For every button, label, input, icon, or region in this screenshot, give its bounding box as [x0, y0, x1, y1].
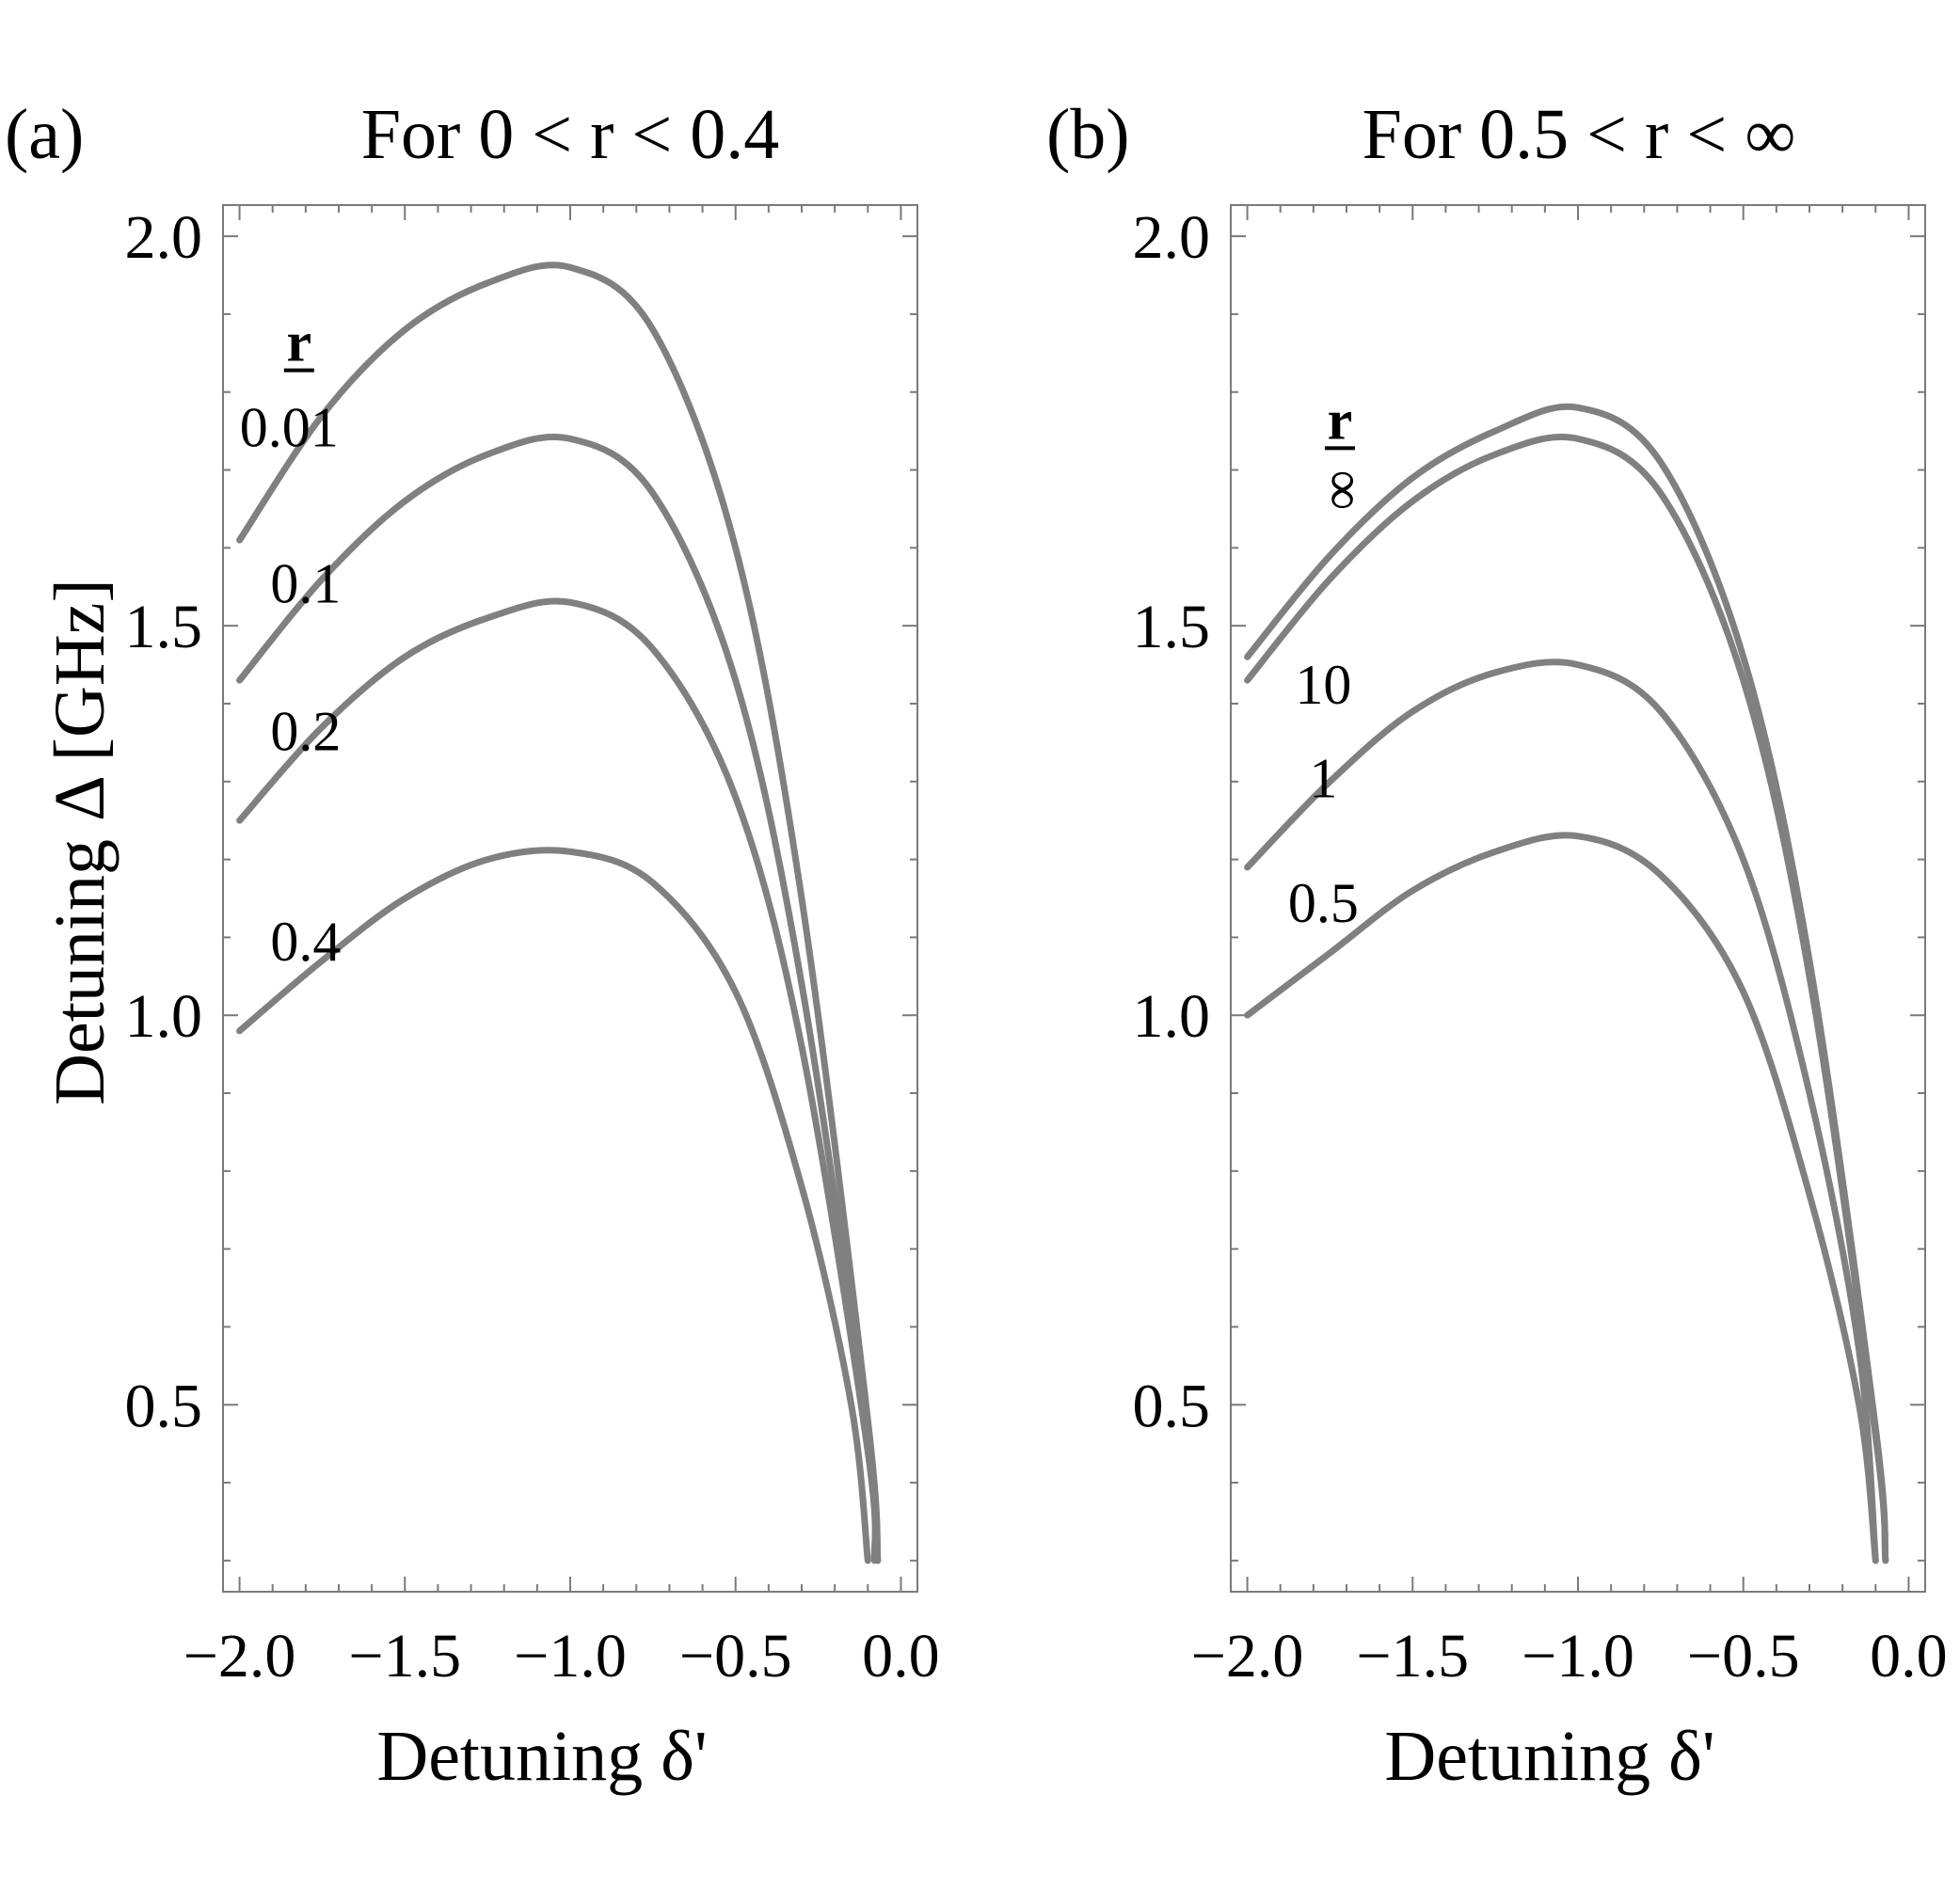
- curve-label: 0.4: [270, 911, 341, 973]
- panel-title: For 0.5 < r < ∞: [1362, 95, 1796, 174]
- y-tick-label: 0.5: [1133, 1372, 1211, 1440]
- y-tick-label: 0.5: [125, 1372, 203, 1440]
- series-line-r-0.4: [236, 847, 871, 1564]
- curve-label: 10: [1295, 654, 1351, 716]
- panel-label: (b): [1046, 95, 1130, 174]
- curve-label: 1: [1309, 747, 1337, 809]
- panel-title: For 0 < r < 0.4: [361, 95, 780, 174]
- legend-heading: r: [1328, 389, 1353, 451]
- legend-heading: r: [287, 311, 312, 373]
- curve-label: 0.1: [270, 552, 341, 614]
- curve-label: 0.2: [270, 701, 341, 763]
- x-tick-label: −1.0: [1522, 1622, 1634, 1691]
- curve-label: 0.5: [1288, 872, 1359, 934]
- panel-a: −2.0 −1.5 −1.0 −0.5 0.0 0.5 1.0 1.5 2.0 Detuning …: [5, 95, 940, 1796]
- y-tick-label: 1.0: [1133, 982, 1211, 1051]
- x-axis-title: Detuning δ': [1384, 1717, 1714, 1796]
- x-tick-label: −1.5: [1356, 1622, 1469, 1691]
- series-line-r-10: [1244, 433, 1889, 1564]
- x-tick-label: −1.5: [348, 1622, 461, 1691]
- y-tick-label: 2.0: [125, 203, 203, 272]
- series-line-r-1: [1244, 659, 1879, 1564]
- series-line-r-0.1: [236, 433, 882, 1564]
- series-line-r-∞: [1244, 403, 1889, 1564]
- panel-b: −2.0 −1.5 −1.0 −0.5 0.0 0.5 1.0 1.5 2.0 Detuning …: [1046, 95, 1948, 1796]
- x-tick-label: −2.0: [1191, 1622, 1304, 1691]
- y-tick-label: 2.0: [1133, 203, 1211, 272]
- x-axis-title: Detuning δ': [376, 1717, 707, 1796]
- y-tick-label: 1.0: [125, 982, 203, 1051]
- curve-label: ∞: [1309, 470, 1371, 511]
- x-tick-label: 0.0: [862, 1622, 940, 1691]
- x-tick-label: 0.0: [1870, 1622, 1948, 1691]
- y-axis-title: Detuning Δ [GHz]: [40, 579, 120, 1105]
- series-line-r-0.5: [1244, 832, 1879, 1564]
- x-tick-label: −0.5: [1687, 1622, 1800, 1691]
- series-line-r-0.2: [236, 597, 879, 1564]
- curve-label: 0.01: [240, 397, 339, 459]
- panel-label: (a): [5, 95, 84, 174]
- y-tick-label: 1.5: [1133, 593, 1211, 661]
- x-tick-label: −0.5: [679, 1622, 792, 1691]
- x-tick-label: −2.0: [183, 1622, 296, 1691]
- y-tick-label: 1.5: [125, 593, 203, 661]
- series-line-r-0.01: [236, 262, 882, 1564]
- x-tick-label: −1.0: [514, 1622, 627, 1691]
